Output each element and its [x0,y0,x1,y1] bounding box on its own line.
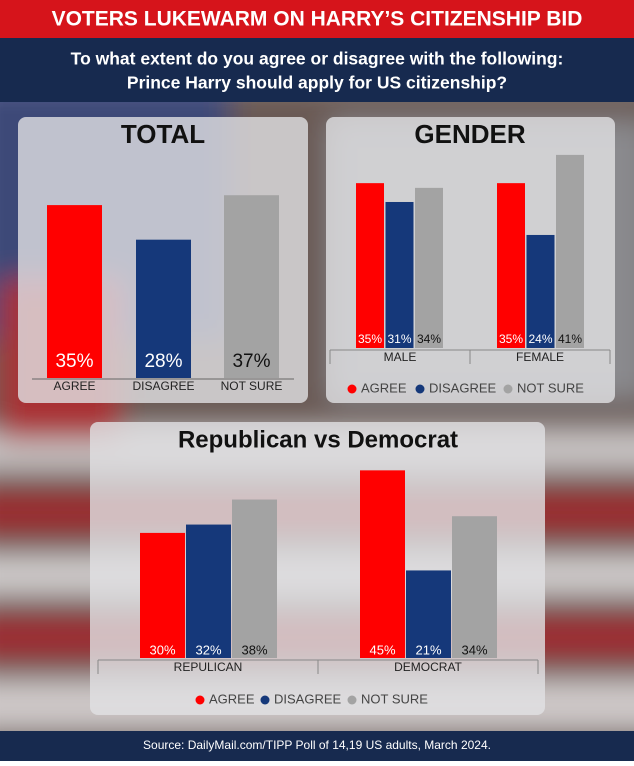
source: Source: DailyMail.com/TIPP Poll of 14,19… [143,738,491,752]
bar [186,524,231,658]
value-label: 45% [369,642,395,657]
bar [360,470,405,658]
question: To what extent do you agree or disagree … [71,49,564,69]
question: Prince Harry should apply for US citizen… [127,73,507,93]
bar [224,195,279,378]
source-bar [0,731,634,761]
value-label: 24% [528,332,552,346]
value-label: 35% [55,351,93,372]
chart-title: TOTAL [121,119,205,149]
category-label: FEMALE [516,350,564,364]
question-bar [0,38,634,102]
legend-label: AGREE [209,691,255,706]
value-label: 35% [358,332,382,346]
legend-marker [347,695,357,705]
legend-label: DISAGREE [274,691,342,706]
category-label: AGREE [53,379,95,393]
bar [556,154,584,348]
legend-label: NOT SURE [361,691,428,706]
legend-marker [347,384,357,394]
category-label: DEMOCRAT [394,660,462,674]
bar [415,187,443,348]
bar [385,201,414,348]
bar [452,516,497,658]
bar [140,532,185,658]
value-label: 21% [415,642,441,657]
legend-label: DISAGREE [429,380,497,395]
value-label: 34% [417,332,441,346]
bar [356,183,384,348]
bar [406,570,451,658]
category-label: REPULICAN [174,660,243,674]
value-label: 28% [144,351,182,372]
bar [526,234,555,348]
chart-title: Republican vs Democrat [178,426,458,453]
category-label: DISAGREE [132,379,194,393]
value-label: 32% [195,642,221,657]
bar [47,205,102,378]
value-label: 35% [499,332,523,346]
bar [136,239,191,378]
legend-marker [260,695,270,705]
value-label: 31% [387,332,411,346]
legend-label: AGREE [361,380,407,395]
chart-title: GENDER [414,119,525,149]
category-label: NOT SURE [221,379,283,393]
bar [497,183,525,348]
title: VOTERS LUKEWARM ON HARRY’S CITIZENSHIP B… [52,8,583,31]
value-label: 41% [558,332,582,346]
category-label: MALE [384,350,417,364]
value-label: 38% [241,642,267,657]
value-label: 37% [232,351,270,372]
value-label: 34% [461,642,487,657]
legend-marker [503,384,513,394]
bar [232,499,277,658]
value-label: 30% [149,642,175,657]
legend-marker [415,384,425,394]
legend-label: NOT SURE [517,380,584,395]
legend-marker [195,695,205,705]
title-bar [0,0,634,38]
